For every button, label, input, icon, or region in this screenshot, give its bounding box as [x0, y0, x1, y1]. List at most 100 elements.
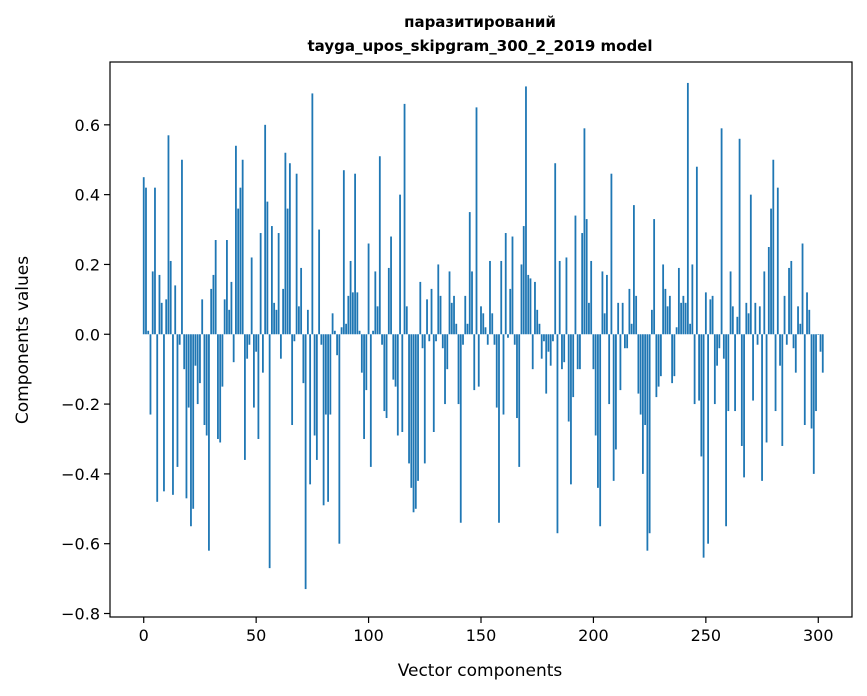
bar [300, 267, 303, 335]
bar [565, 257, 568, 335]
bar [199, 334, 201, 384]
bar [493, 334, 496, 345]
bar [718, 334, 721, 349]
bar [803, 334, 806, 426]
bar [160, 302, 163, 335]
bar [165, 299, 168, 335]
bar [369, 334, 372, 467]
bar [223, 299, 226, 335]
plot-frame [109, 61, 853, 618]
bar [597, 334, 599, 488]
bar [821, 334, 824, 373]
bar [738, 138, 741, 335]
bar [776, 187, 779, 335]
bar [700, 334, 703, 457]
bar [572, 334, 575, 398]
bar [210, 288, 213, 335]
bar [709, 299, 712, 335]
bar [367, 243, 370, 335]
bar [462, 334, 464, 345]
bar [779, 334, 781, 366]
bar [408, 334, 410, 464]
bar [441, 334, 444, 349]
bar [372, 330, 374, 335]
bar [217, 334, 219, 439]
bar [603, 313, 606, 335]
bar [331, 313, 334, 335]
x-tick-label: 300 [803, 626, 834, 645]
bar [722, 334, 725, 359]
bar [288, 163, 291, 335]
bar [228, 309, 231, 335]
chart-title: паразитирований [404, 13, 556, 31]
bar [264, 124, 267, 335]
bar [509, 288, 512, 335]
bar [725, 334, 727, 527]
bar [774, 334, 777, 412]
bar [758, 306, 761, 335]
bar [585, 219, 588, 335]
bar [399, 194, 401, 335]
bar [459, 334, 462, 523]
x-axis-ticks: 0 50 100 150 200 250 300 [139, 617, 834, 645]
bar [178, 334, 181, 345]
bar [149, 334, 152, 415]
bar [295, 173, 298, 335]
bar [626, 334, 629, 349]
bar [365, 334, 368, 391]
bar [633, 205, 635, 335]
bar [552, 334, 554, 342]
bar [205, 334, 208, 436]
bar [147, 330, 150, 335]
bar [304, 334, 307, 590]
bar [797, 306, 799, 335]
bar [250, 257, 253, 335]
bar [208, 334, 210, 551]
bar [599, 334, 602, 527]
bar [239, 187, 242, 335]
bar [486, 334, 489, 345]
bar [468, 212, 471, 335]
bar [538, 323, 541, 335]
y-axis-ticks: −0.8 −0.6 −0.4 −0.2 0.0 0.2 0.4 0.6 [61, 116, 110, 624]
bar [484, 327, 487, 335]
bar [311, 93, 314, 335]
bar [650, 309, 653, 335]
bar [203, 334, 206, 426]
bar [617, 302, 620, 335]
bar [713, 334, 716, 405]
bar [534, 281, 536, 335]
bar [680, 302, 683, 335]
bar [799, 323, 802, 335]
bar [790, 260, 793, 335]
bar [522, 226, 525, 335]
bar [270, 226, 273, 335]
bar [275, 309, 278, 335]
bar [655, 334, 658, 398]
bar [648, 334, 651, 534]
x-tick-label: 50 [246, 626, 266, 645]
bar [498, 334, 500, 523]
bar [172, 334, 174, 495]
bar [221, 334, 224, 387]
bar [513, 334, 516, 345]
bar [677, 267, 680, 335]
bar [356, 292, 359, 335]
bar [659, 334, 662, 377]
bar [277, 233, 280, 335]
bar [428, 334, 431, 342]
bar [282, 288, 285, 335]
bar [801, 243, 804, 335]
x-axis-label: Vector components [398, 661, 563, 681]
bar [815, 334, 817, 412]
bar [682, 295, 685, 335]
bar [554, 163, 557, 335]
bar [619, 334, 622, 391]
bar [698, 334, 700, 401]
bar [588, 302, 590, 335]
bar [183, 334, 186, 370]
bar [504, 233, 507, 335]
bar [432, 334, 435, 432]
bar [347, 295, 350, 335]
